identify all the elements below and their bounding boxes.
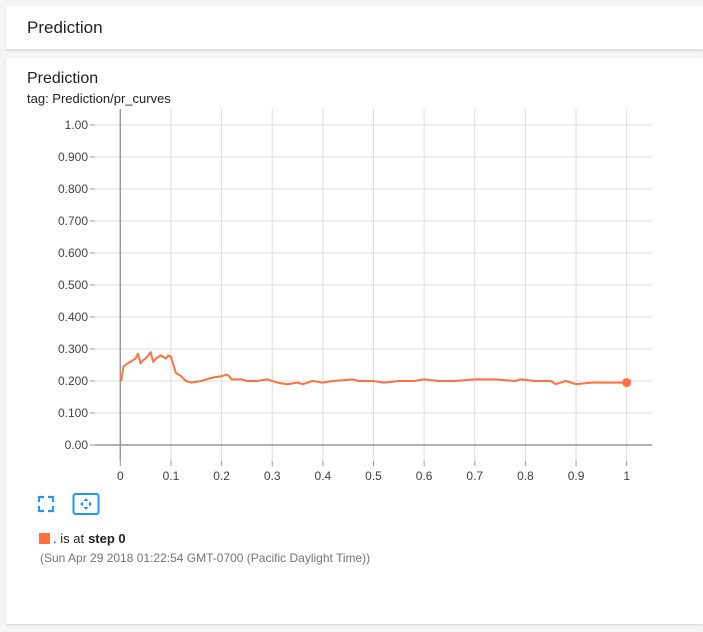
x-tick-label: 0.8 xyxy=(517,469,534,483)
series-end-marker xyxy=(622,378,632,388)
expand-chart-button[interactable] xyxy=(32,492,60,516)
pane-header[interactable]: Prediction xyxy=(6,6,703,50)
x-tick-label: 0.7 xyxy=(466,469,483,483)
y-tick-label: 0.100 xyxy=(58,406,88,420)
legend-run-text: . is at xyxy=(53,531,85,546)
x-tick-label: 0.9 xyxy=(568,469,585,483)
pane-title: Prediction xyxy=(27,18,103,37)
x-tick-label: 1 xyxy=(623,469,630,483)
y-tick-label: 0.600 xyxy=(58,246,88,260)
y-tick-label: 0.700 xyxy=(58,214,88,228)
x-tick-label: 0.6 xyxy=(416,469,433,483)
y-tick-label: 0.800 xyxy=(58,182,88,196)
x-tick-label: 0.5 xyxy=(365,469,382,483)
chart-card: Prediction tag: Prediction/pr_curves 0.0… xyxy=(6,58,703,624)
x-tick-label: 0.1 xyxy=(163,469,180,483)
fit-domain-icon xyxy=(72,493,100,515)
legend-timestamp: (Sun Apr 29 2018 01:22:54 GMT-0700 (Paci… xyxy=(40,551,371,565)
y-tick-label: 0.300 xyxy=(58,342,88,356)
legend-step: step 0 xyxy=(88,531,126,546)
expand-icon xyxy=(37,495,55,513)
y-tick-label: 1.00 xyxy=(65,118,89,132)
series-line xyxy=(120,351,627,386)
y-tick-label: 0.400 xyxy=(58,310,88,324)
y-tick-label: 0.200 xyxy=(58,374,88,388)
x-tick-label: 0.2 xyxy=(213,469,230,483)
chart-tag: tag: Prediction/pr_curves xyxy=(27,91,171,106)
y-tick-label: 0.500 xyxy=(58,278,88,292)
chart-card-title: Prediction xyxy=(27,70,99,87)
y-tick-label: 0.00 xyxy=(65,438,89,452)
fit-domain-button[interactable] xyxy=(72,492,100,516)
x-tick-label: 0.4 xyxy=(315,469,332,483)
y-tick-label: 0.900 xyxy=(58,150,88,164)
pr-curve-chart[interactable]: 0.00 0.100 0.200 0.300 0.400 0.500 0.600 0.700 0… xyxy=(6,58,703,488)
x-tick-label: 0 xyxy=(117,469,124,483)
x-tick-label: 0.3 xyxy=(264,469,281,483)
series-color-swatch xyxy=(39,533,50,544)
legend-entry: . is at step 0 xyxy=(39,531,126,546)
